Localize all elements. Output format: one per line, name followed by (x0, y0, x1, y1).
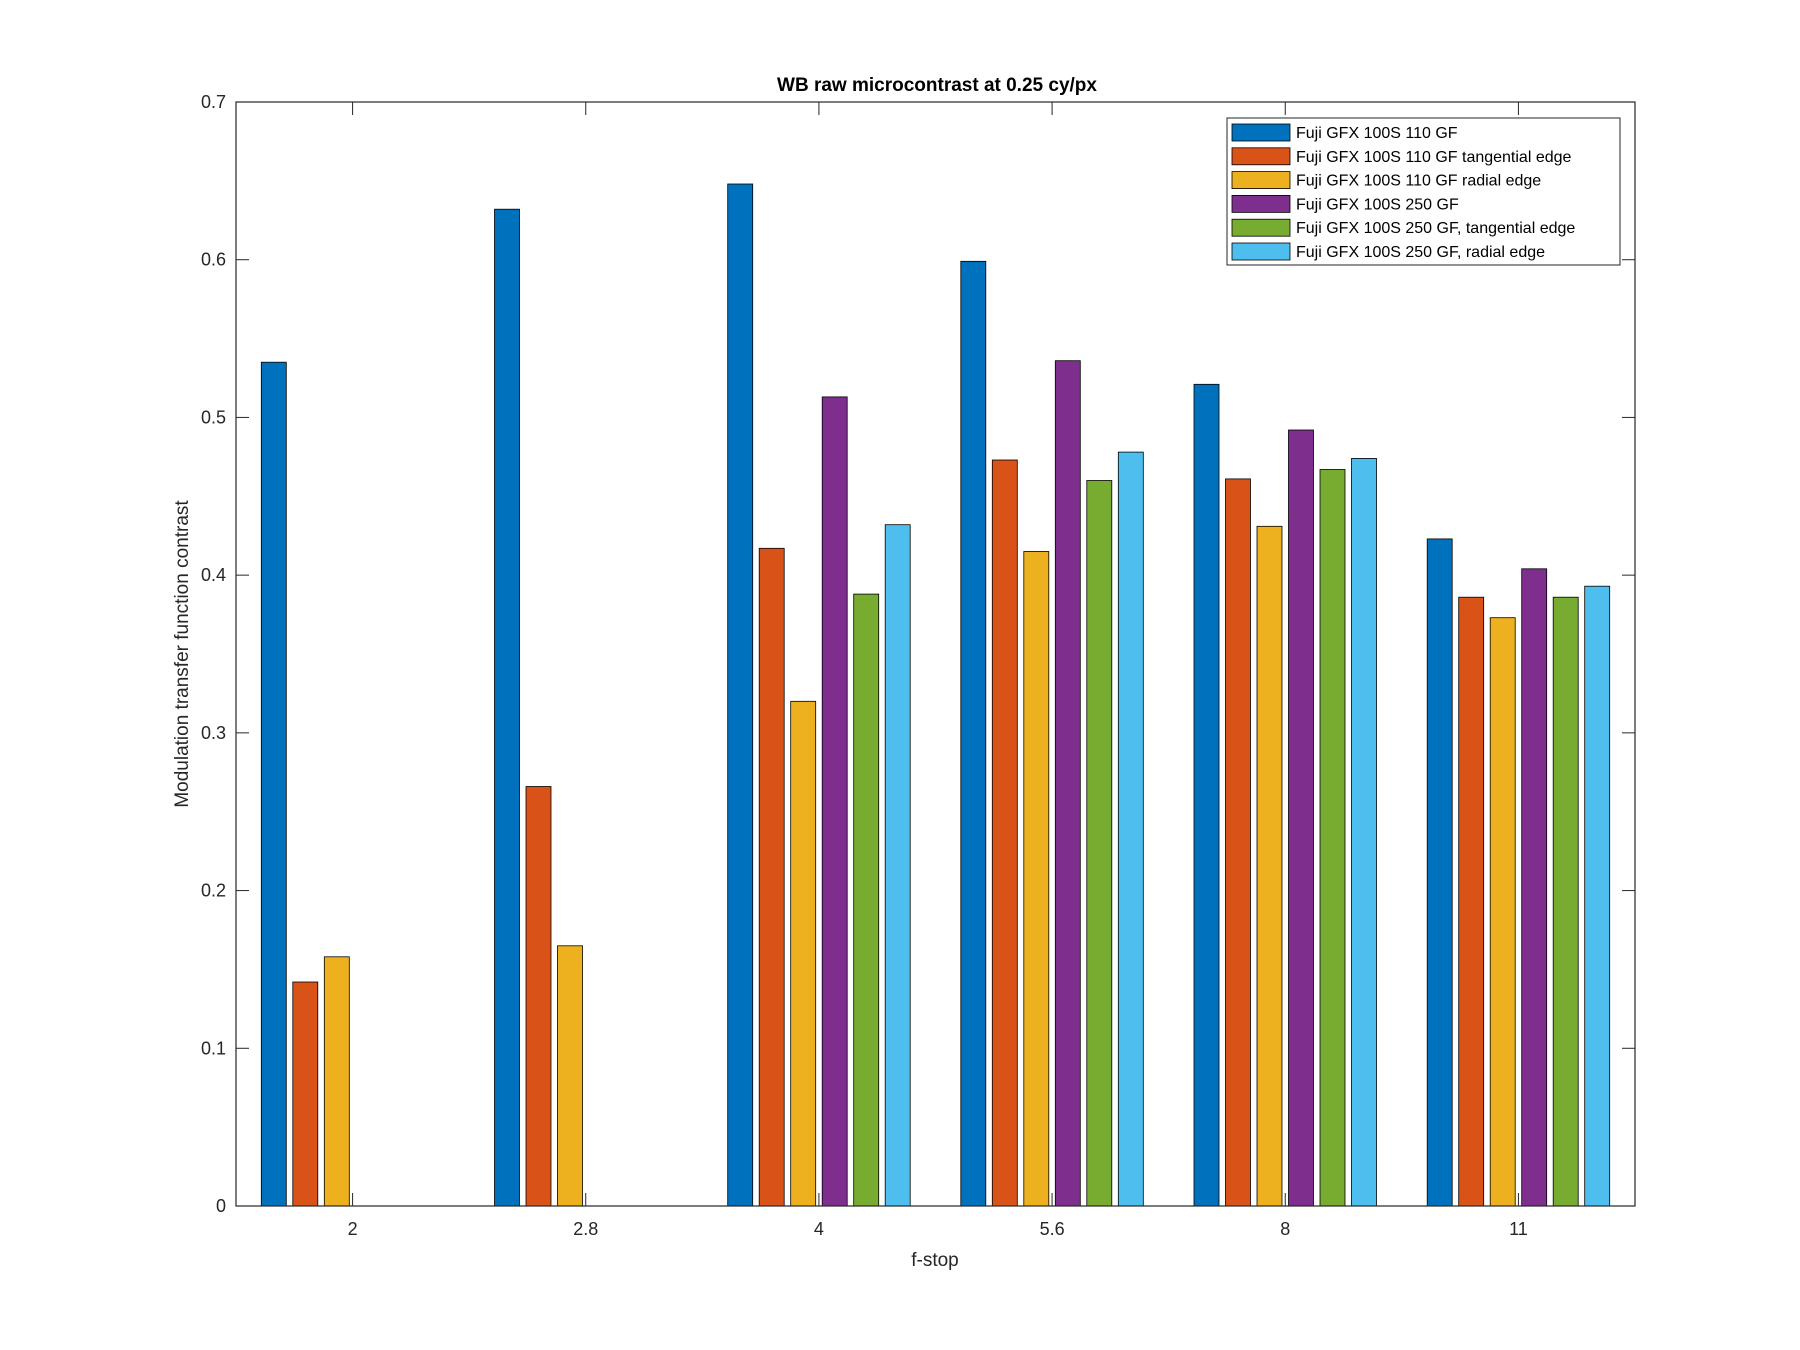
bar-series-2-fstop-5_6 (991, 459, 1018, 1207)
bar-series-1-fstop-2 (260, 361, 287, 1207)
legend-label-1: Fuji GFX 100S 110 GF (1296, 125, 1458, 142)
plot-area: 0 0.1 0.2 0.3 0.4 0.5 0.6 0.7 2 2.8 4 5.6 8 11 (201, 92, 1636, 1239)
legend-swatch-2 (1231, 147, 1291, 166)
bar-series-6-fstop-4 (884, 524, 911, 1207)
legend-swatch-4 (1231, 194, 1291, 213)
bar-series-5-fstop-11 (1552, 596, 1579, 1207)
bar-series-6-fstop-8 (1351, 457, 1377, 1207)
x-tick-label: 11 (1509, 1219, 1528, 1239)
bar-series-1-fstop-2_8 (494, 208, 520, 1207)
legend-label-6: Fuji GFX 100S 250 GF, radial edge (1296, 244, 1545, 261)
x-tick-label: 8 (1280, 1219, 1290, 1239)
bar-series-1-fstop-4 (727, 183, 754, 1207)
legend-label-5: Fuji GFX 100S 250 GF, tangential edge (1296, 220, 1575, 237)
y-tick-label: 0.1 (201, 1038, 226, 1058)
x-tick-label: 2 (348, 1219, 358, 1239)
bar-series-2-fstop-11 (1458, 596, 1485, 1207)
bar-series-1-fstop-11 (1426, 538, 1453, 1207)
bar-series-4-fstop-11 (1521, 568, 1548, 1207)
chart-title: WB raw microcontrast at 0.25 cy/px (777, 75, 1097, 96)
bar-series-3-fstop-4 (790, 700, 817, 1207)
bars-layer (260, 183, 1611, 1207)
legend-items: Fuji GFX 100S 110 GF Fuji GFX 100S 110 GF… (1231, 123, 1575, 261)
y-tick-label: 0.5 (201, 407, 226, 427)
bar-series-4-fstop-4 (821, 396, 848, 1207)
bar-series-3-fstop-2_8 (557, 945, 583, 1207)
bar-series-3-fstop-11 (1489, 617, 1516, 1207)
bar-series-2-fstop-2_8 (525, 786, 552, 1207)
y-tick-label: 0.3 (201, 723, 226, 743)
y-tick-label: 0.4 (201, 565, 226, 585)
legend-box (1226, 117, 1621, 266)
y-tick-label: 0.7 (201, 92, 226, 112)
bar-series-1-fstop-8 (1193, 383, 1220, 1207)
bar-series-2-fstop-8 (1225, 478, 1251, 1207)
y-tick-label: 0.2 (201, 881, 226, 901)
bar-series-3-fstop-2 (323, 956, 350, 1207)
legend-swatch-5 (1231, 218, 1291, 237)
bar-series-4-fstop-5_6 (1054, 360, 1081, 1207)
y-axis-label: Modulation transfer function contrast (172, 500, 193, 808)
legend-swatch-3 (1231, 171, 1291, 190)
ticks-layer: 0 0.1 0.2 0.3 0.4 0.5 0.6 0.7 2 2.8 4 5.6 8 11 (201, 92, 1635, 1239)
legend: Fuji GFX 100S 110 GF Fuji GFX 100S 110 GF… (1226, 117, 1621, 266)
bar-series-3-fstop-5_6 (1023, 551, 1050, 1207)
bar-series-6-fstop-11 (1584, 585, 1611, 1207)
bar-series-3-fstop-8 (1256, 525, 1283, 1207)
x-axis-label: f-stop (911, 1250, 959, 1271)
x-tick-label: 2.8 (573, 1219, 598, 1239)
bar-series-1-fstop-5_6 (960, 260, 987, 1207)
bar-series-5-fstop-5_6 (1086, 480, 1113, 1207)
legend-swatch-6 (1231, 242, 1291, 261)
y-tick-label: 0 (216, 1196, 226, 1216)
legend-swatch-1 (1231, 123, 1291, 142)
bar-series-6-fstop-5_6 (1117, 451, 1144, 1207)
legend-label-2: Fuji GFX 100S 110 GF tangential edge (1296, 149, 1572, 166)
x-tick-label: 5.6 (1040, 1219, 1065, 1239)
bar-series-2-fstop-2 (292, 981, 319, 1207)
bar-series-2-fstop-4 (758, 547, 785, 1207)
legend-label-3: Fuji GFX 100S 110 GF radial edge (1296, 173, 1541, 190)
bar-series-5-fstop-4 (853, 593, 880, 1207)
bar-series-5-fstop-8 (1319, 469, 1346, 1207)
axes-box (235, 101, 1636, 1207)
bar-series-4-fstop-8 (1288, 429, 1314, 1207)
legend-label-4: Fuji GFX 100S 250 GF (1296, 196, 1459, 213)
y-tick-label: 0.6 (201, 250, 226, 270)
x-tick-label: 4 (814, 1219, 824, 1239)
